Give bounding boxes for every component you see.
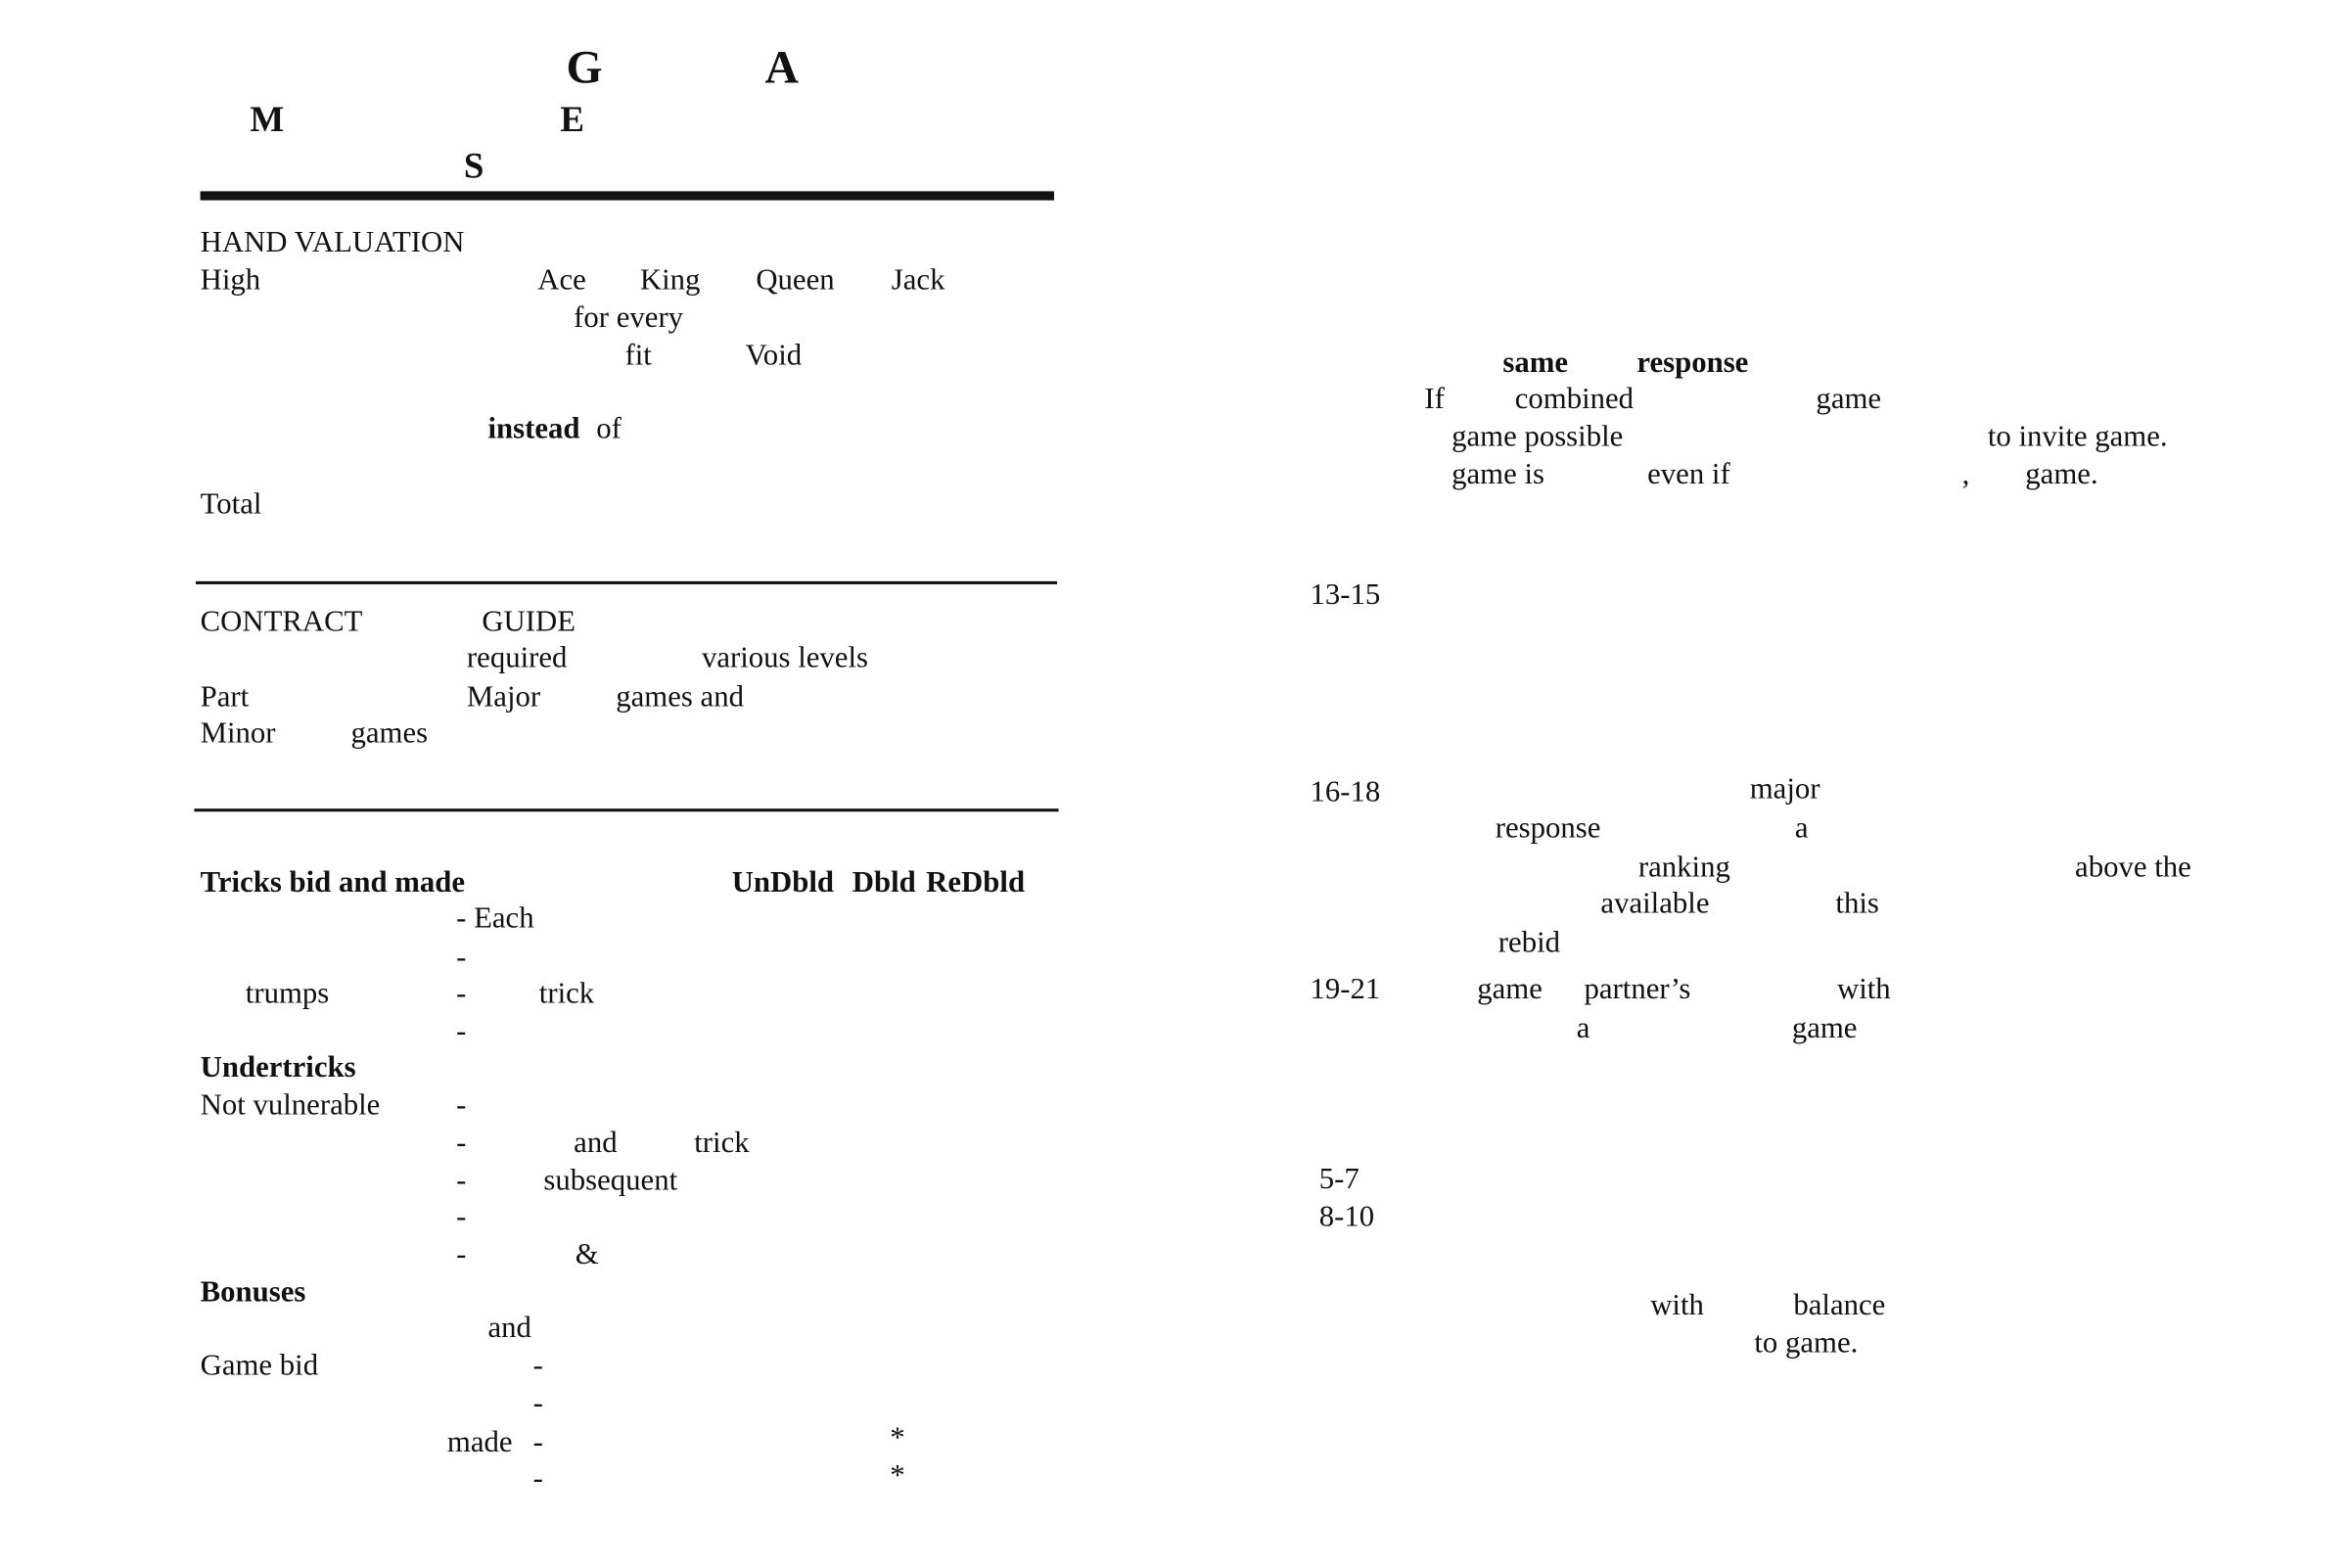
responses-text: balance (1793, 1288, 1886, 1322)
responses-text: same (1502, 346, 1569, 380)
hand-valuation-text: King (639, 263, 701, 298)
hand-valuation-text: HAND VALUATION (200, 225, 465, 259)
scoring-text: and (487, 1312, 531, 1345)
scoring-text: Bonuses (200, 1275, 306, 1309)
scoring-text: - (456, 1237, 467, 1271)
contract-guide-text: Minor (200, 716, 276, 751)
scoring-text: - (532, 1425, 543, 1459)
hand-valuation-text: Queen (756, 263, 835, 298)
title-letters-text: M (250, 101, 285, 141)
responses-text: rebid (1497, 926, 1561, 960)
responses-text: If (1424, 382, 1445, 416)
contract-guide-text: Part (200, 680, 250, 715)
scoring-text: - (456, 1014, 467, 1048)
scoring-text: trumps (245, 977, 330, 1011)
responses-text: with (1836, 972, 1891, 1006)
responses-text: this (1835, 887, 1879, 921)
contract-guide-text: games and (616, 680, 744, 715)
scoring-text: - (456, 941, 467, 975)
hand-valuation-text: High (200, 263, 261, 298)
responses-text: available (1600, 887, 1710, 921)
responses-text: with (1650, 1288, 1704, 1322)
title-rule (200, 191, 1054, 201)
responses-text: game. (2025, 457, 2098, 491)
contract-guide-text: Major (466, 680, 541, 715)
scoring-text: * (890, 1458, 905, 1493)
section-divider (194, 808, 1059, 812)
scoring-text: Dbld (852, 865, 916, 899)
responses-text: game (1477, 972, 1543, 1006)
contract-guide-text: various levels (701, 641, 868, 675)
hand-valuation-text: Total (200, 487, 262, 522)
scoring-text: * (890, 1421, 905, 1455)
responses-text: major (1749, 772, 1820, 807)
responses-text: to game. (1754, 1326, 1859, 1360)
responses-text: game possible (1451, 420, 1624, 454)
scoring-text: and (574, 1126, 618, 1160)
scoring-text: - (532, 1386, 543, 1420)
scoring-text: - (456, 1200, 467, 1234)
responses-text: ranking (1637, 851, 1730, 885)
hand-valuation-text: instead (487, 412, 580, 446)
scoring-text: ReDbld (926, 865, 1026, 899)
hand-valuation-text: of (596, 412, 622, 446)
title-letters-text: S (463, 147, 484, 187)
hand-valuation-text: Void (745, 339, 803, 373)
hand-valuation-text: Ace (537, 263, 586, 298)
hand-valuation-text: fit (624, 339, 652, 373)
responses-text: partner’s (1584, 972, 1691, 1006)
scoring-text: trick (694, 1126, 750, 1160)
contract-guide-text: GUIDE (482, 605, 576, 639)
scoring-text: made (446, 1425, 513, 1459)
responses-text: game (1791, 1011, 1858, 1045)
responses-text: a (1794, 811, 1809, 846)
responses-text: to invite game. (1987, 420, 2168, 454)
scoring-text: Undertricks (200, 1050, 356, 1084)
responses-text: game is (1451, 457, 1544, 491)
responses-text: 16-18 (1310, 775, 1381, 809)
scoring-text: - (456, 1164, 467, 1198)
responses-text: combined (1514, 382, 1635, 416)
title-letters-text: G (566, 40, 603, 94)
responses-text: response (1495, 811, 1601, 846)
scoring-text: Not vulnerable (200, 1088, 381, 1123)
responses-text: , (1961, 457, 1970, 491)
responses-text: game (1816, 382, 1882, 416)
scoring-text: - (456, 977, 467, 1011)
responses-text: 8-10 (1318, 1200, 1375, 1234)
scoring-text: - (532, 1349, 543, 1383)
scoring-text: subsequent (543, 1164, 678, 1198)
scoring-text: - (532, 1461, 543, 1496)
scoring-text: - (456, 1088, 467, 1123)
responses-text: 19-21 (1310, 972, 1381, 1006)
scoring-text: trick (538, 977, 595, 1011)
responses-text: a (1576, 1011, 1590, 1045)
responses-text: above the (2075, 851, 2191, 885)
hand-valuation-text: for every (574, 300, 684, 335)
contract-guide-text: required (466, 641, 568, 675)
responses-text: response (1636, 346, 1749, 380)
contract-guide-text: CONTRACT (200, 605, 363, 639)
hand-valuation-text: Jack (891, 263, 945, 298)
section-divider (196, 580, 1058, 584)
scoring-text: Tricks bid and made (200, 865, 466, 899)
responses-text: 13-15 (1310, 577, 1381, 612)
contract-guide-text: games (350, 716, 429, 751)
title-letters-text: A (764, 40, 800, 94)
scoring-text: Game bid (200, 1349, 319, 1383)
scoring-text: & (575, 1237, 599, 1271)
responses-text: even if (1647, 457, 1730, 491)
title-letters-text: E (560, 101, 584, 141)
scoring-text: - (456, 1126, 467, 1160)
scoring-text: - Each (456, 901, 534, 936)
scoring-text: UnDbld (731, 865, 835, 899)
responses-text: 5-7 (1318, 1162, 1359, 1196)
